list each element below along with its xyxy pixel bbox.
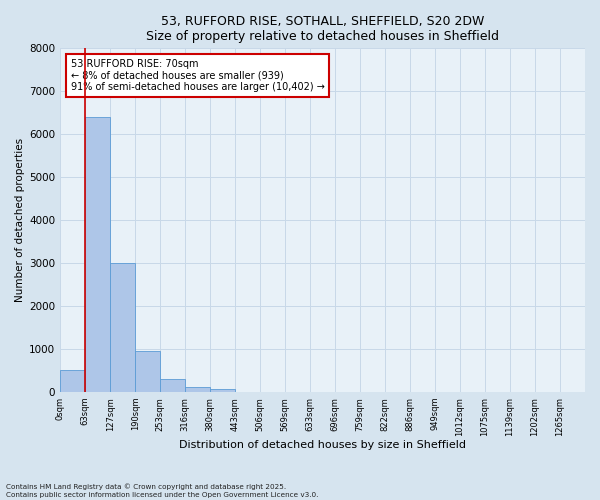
Bar — [160, 379, 185, 392]
Text: Contains HM Land Registry data © Crown copyright and database right 2025.
Contai: Contains HM Land Registry data © Crown c… — [6, 484, 319, 498]
Bar — [60, 370, 85, 392]
Bar — [185, 387, 210, 392]
X-axis label: Distribution of detached houses by size in Sheffield: Distribution of detached houses by size … — [179, 440, 466, 450]
Bar — [210, 389, 235, 392]
Bar — [110, 263, 135, 392]
Text: 53 RUFFORD RISE: 70sqm
← 8% of detached houses are smaller (939)
91% of semi-det: 53 RUFFORD RISE: 70sqm ← 8% of detached … — [71, 58, 325, 92]
Bar — [85, 117, 110, 392]
Bar — [135, 351, 160, 392]
Title: 53, RUFFORD RISE, SOTHALL, SHEFFIELD, S20 2DW
Size of property relative to detac: 53, RUFFORD RISE, SOTHALL, SHEFFIELD, S2… — [146, 15, 499, 43]
Y-axis label: Number of detached properties: Number of detached properties — [15, 138, 25, 302]
